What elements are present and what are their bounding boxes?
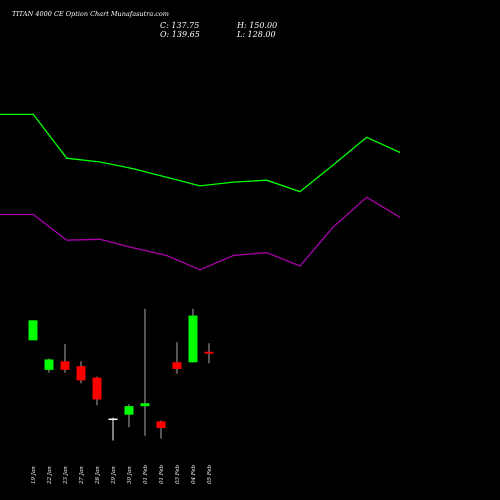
x-axis-labels: 19 Jan 22 Jan 23 Jan 27 Jan 28 Jan 29 Jan 30 J… <box>31 464 213 485</box>
candle-body <box>76 366 86 381</box>
candle-1 <box>44 358 54 373</box>
candle-body <box>156 421 166 429</box>
x-tick-label: 01 Feb <box>143 464 149 484</box>
x-tick-label: 23 Jan <box>63 466 69 485</box>
candle-body <box>44 359 54 370</box>
x-tick-label: 28 Jan <box>95 466 101 485</box>
candle-6 <box>124 404 134 428</box>
candle-9 <box>172 342 182 374</box>
x-tick-label: 01 Feb <box>159 464 165 484</box>
candle-body <box>108 418 118 421</box>
series-line-1 <box>0 196 401 271</box>
candle-body <box>188 315 198 363</box>
x-tick-label: 30 Jan <box>127 466 133 484</box>
candle-body <box>172 362 182 369</box>
candle-7 <box>140 308 150 436</box>
candle-body <box>204 351 214 354</box>
line-series-group <box>0 113 401 271</box>
candles-group <box>28 308 214 441</box>
candle-5 <box>108 417 118 441</box>
candle-body <box>124 406 134 415</box>
x-tick-label: 03 Feb <box>175 464 181 484</box>
candle-body <box>140 403 150 407</box>
candle-body <box>60 361 70 370</box>
candle-8 <box>156 420 166 439</box>
x-tick-label: 19 Jan <box>31 466 37 484</box>
close-value: C: 137.75 <box>160 21 200 30</box>
candle-body <box>28 320 38 341</box>
x-tick-label: 29 Jan <box>111 466 117 485</box>
candle-10 <box>188 308 198 363</box>
high-value: H: 150.00 <box>237 21 278 30</box>
series-line-0 <box>0 113 401 193</box>
candle-3 <box>76 361 86 384</box>
candle-11 <box>204 343 214 364</box>
candle-2 <box>60 344 70 373</box>
x-tick-label: 22 Jan <box>47 466 53 485</box>
x-tick-label: 05 Feb <box>207 464 213 484</box>
low-value: L: 128.00 <box>237 30 276 39</box>
chart-title: TITAN 4000 CE Option Chart Munafasutra.c… <box>12 10 169 18</box>
open-value: O: 139.65 <box>160 30 200 39</box>
candle-4 <box>92 376 102 406</box>
x-tick-label: 04 Feb <box>191 464 197 484</box>
candle-body <box>92 377 102 400</box>
candle-0 <box>28 320 38 341</box>
x-tick-label: 27 Jan <box>79 466 85 485</box>
